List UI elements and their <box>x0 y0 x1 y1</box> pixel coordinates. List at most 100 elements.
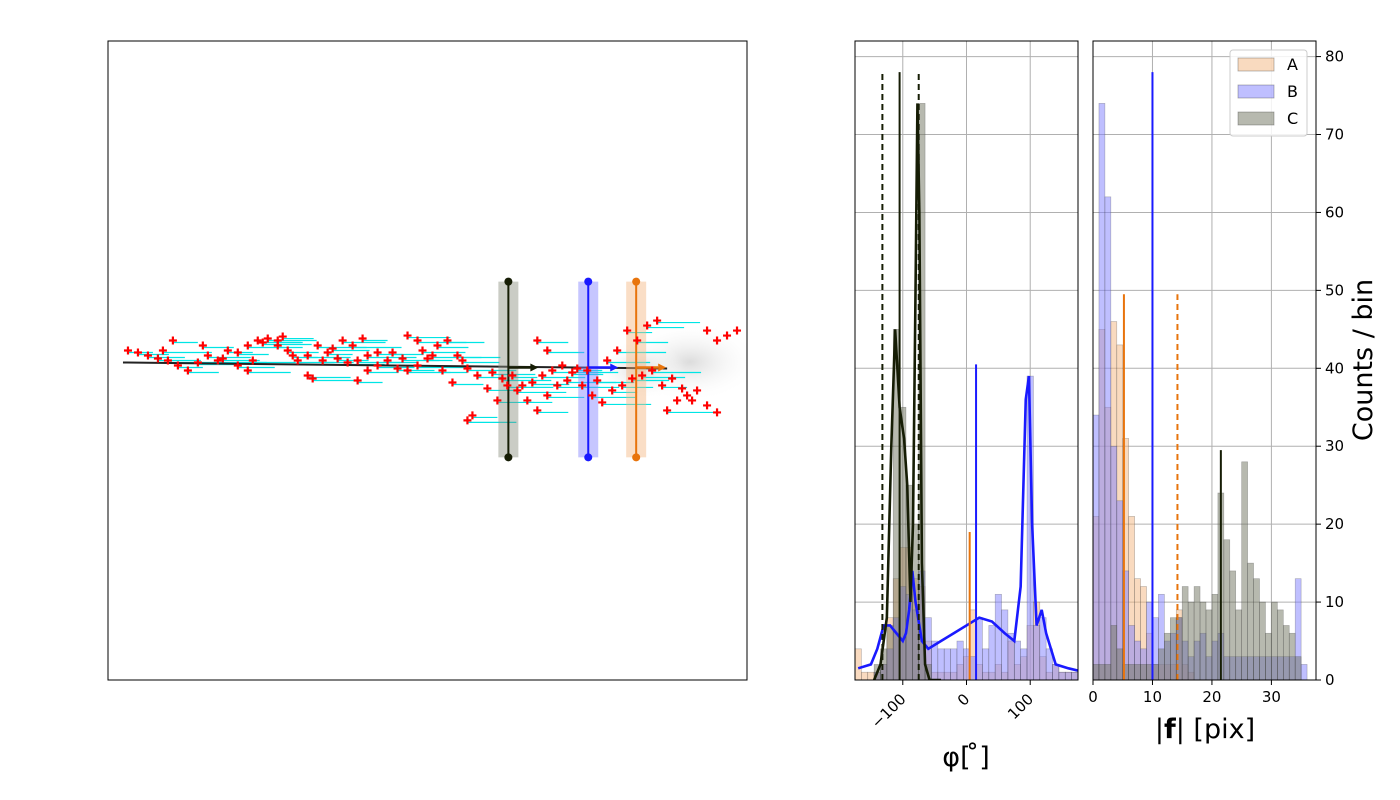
marker-endpoint <box>504 453 513 462</box>
magnitude-bar-C <box>1247 562 1254 680</box>
phi-bar-B <box>1020 648 1028 680</box>
feature-point <box>403 331 412 340</box>
feature-point <box>358 334 367 343</box>
phi-histogram-panel: −100 0 100 φ[ ̊] <box>854 40 1079 773</box>
feature-point <box>278 332 287 341</box>
magnitude-bar-C <box>1093 664 1100 680</box>
magnitude-bar-B <box>1093 414 1100 680</box>
phi-reference-lines <box>881 72 978 680</box>
magnitude-bar-C <box>1128 664 1135 680</box>
feature-point <box>258 338 267 347</box>
marker-arrowhead-A <box>658 363 667 372</box>
phi-bar-B <box>1052 664 1060 680</box>
magnitude-y-ticks: 0 10 20 30 40 50 60 70 80 <box>1316 48 1344 689</box>
feature-point <box>343 358 352 367</box>
marker-endpoint <box>632 277 641 286</box>
magnitude-bar-B <box>1300 664 1308 680</box>
feature-point <box>518 381 527 390</box>
magnitude-reference-lines <box>1122 72 1222 680</box>
phi-kde-C <box>872 103 942 680</box>
feature-point <box>503 381 512 390</box>
magnitude-x-label-part: | <box>1155 714 1164 745</box>
phi-bar-B <box>1071 671 1078 680</box>
feature-point <box>633 336 642 345</box>
feature-point <box>243 341 252 350</box>
phi-bar-A <box>861 671 869 680</box>
magnitude-x-label-part: | [pix] <box>1176 714 1255 745</box>
feature-point <box>593 376 602 385</box>
magnitude-bar-C <box>1181 586 1189 680</box>
feature-point <box>453 351 462 360</box>
feature-point <box>213 356 222 365</box>
feature-point <box>648 366 657 375</box>
feature-point <box>363 366 372 375</box>
magnitude-bar-C <box>1223 539 1231 680</box>
feature-point <box>283 346 292 355</box>
phi-bar-B <box>982 648 990 680</box>
feature-point <box>498 374 507 383</box>
feature-point <box>263 334 272 343</box>
feature-point <box>658 381 667 390</box>
feature-point <box>543 346 552 355</box>
feature-point <box>398 354 407 363</box>
magnitude-bar-C <box>1229 570 1237 680</box>
feature-point <box>288 351 297 360</box>
feature-point <box>333 354 342 363</box>
feature-point <box>253 336 262 345</box>
magnitude-bar-C <box>1235 609 1242 680</box>
magnitude-bar-C <box>1098 664 1106 680</box>
feature-point <box>353 376 362 385</box>
tick-label: 0 <box>1325 671 1335 689</box>
tick-label: 0 <box>1088 688 1098 706</box>
magnitude-bar-C <box>1277 609 1284 680</box>
feature-point <box>248 356 257 365</box>
feature-point <box>603 356 612 365</box>
magnitude-x-label-part: f <box>1164 714 1176 745</box>
magnitude-bar-C <box>1140 664 1147 680</box>
magnitude-x-ticks: 0 10 20 30 <box>1088 680 1281 706</box>
feature-point <box>638 371 647 380</box>
feature-point <box>558 361 567 370</box>
marker-arrowhead-B <box>610 363 619 372</box>
magnitude-bar-C <box>1288 632 1296 680</box>
phi-bar-C <box>886 625 894 680</box>
magnitude-bar-B <box>1104 196 1112 680</box>
magnitude-histogram-panel: 0 10 20 30 0 10 20 30 40 50 60 70 80 |f| [pix] Coun… <box>1088 40 1379 745</box>
marker-endpoint <box>584 277 593 286</box>
feature-point <box>123 346 132 355</box>
feature-point <box>388 348 397 357</box>
feature-point <box>393 364 402 373</box>
magnitude-bar-B <box>1294 578 1302 680</box>
feature-point <box>543 391 552 400</box>
feature-point <box>308 374 317 383</box>
feature-point <box>653 316 662 325</box>
tick-label: 40 <box>1325 359 1344 377</box>
magnitude-bar-C <box>1241 461 1248 680</box>
marker-endpoint <box>584 453 593 462</box>
magnitude-frame <box>1092 40 1317 681</box>
feature-point <box>608 386 617 395</box>
feature-points <box>123 316 742 425</box>
magnitude-bar-C <box>1158 648 1165 680</box>
feature-point <box>163 356 172 365</box>
feature-point <box>413 336 422 345</box>
feature-point <box>473 371 482 380</box>
feature-point <box>323 348 332 357</box>
magnitude-bar-C <box>1110 625 1118 680</box>
feature-point <box>523 396 532 405</box>
phi-kde-B <box>857 375 1078 672</box>
legend-label-A: A <box>1287 55 1298 74</box>
tick-label: 70 <box>1325 126 1344 144</box>
feature-point <box>663 406 672 415</box>
feature-point <box>533 406 542 415</box>
flow-vectors <box>122 321 717 424</box>
feature-point <box>538 371 547 380</box>
magnitude-bar-C <box>1170 617 1177 680</box>
marker-endpoint <box>632 453 641 462</box>
feature-point <box>583 366 592 375</box>
feature-point <box>318 356 327 365</box>
feature-point <box>143 351 152 360</box>
feature-point <box>243 366 252 375</box>
feature-point <box>293 356 302 365</box>
feature-point <box>548 366 557 375</box>
